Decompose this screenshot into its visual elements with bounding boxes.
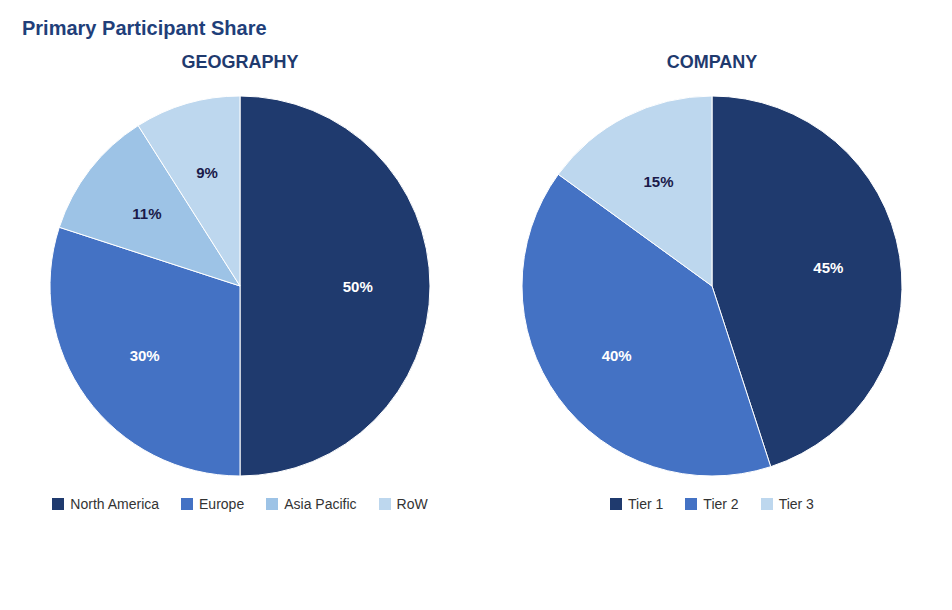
svg-text:40%: 40% — [602, 347, 632, 364]
svg-text:50%: 50% — [343, 278, 373, 295]
svg-text:30%: 30% — [130, 347, 160, 364]
html-text:Tier 2: Tier 2 — [703, 496, 739, 512]
svg-text:45%: 45% — [813, 259, 843, 276]
html-text:RoW: RoW — [396, 496, 428, 512]
html-text:GEOGRAPHY: GEOGRAPHY — [181, 52, 299, 72]
html-text:Tier 3: Tier 3 — [778, 496, 814, 512]
html-text:North America: North America — [70, 496, 159, 512]
svg-text:15%: 15% — [644, 173, 674, 190]
html-text:COMPANY: COMPANY — [666, 52, 758, 72]
html-text:Europe: Europe — [199, 496, 245, 512]
html-text:Tier 1: Tier 1 — [628, 496, 664, 512]
svg-text:9%: 9% — [196, 164, 218, 181]
html-text:Primary Participant Share: Primary Participant Share — [22, 17, 267, 39]
svg-text:11%: 11% — [132, 205, 161, 222]
html-text:Asia Pacific: Asia Pacific — [284, 496, 357, 512]
